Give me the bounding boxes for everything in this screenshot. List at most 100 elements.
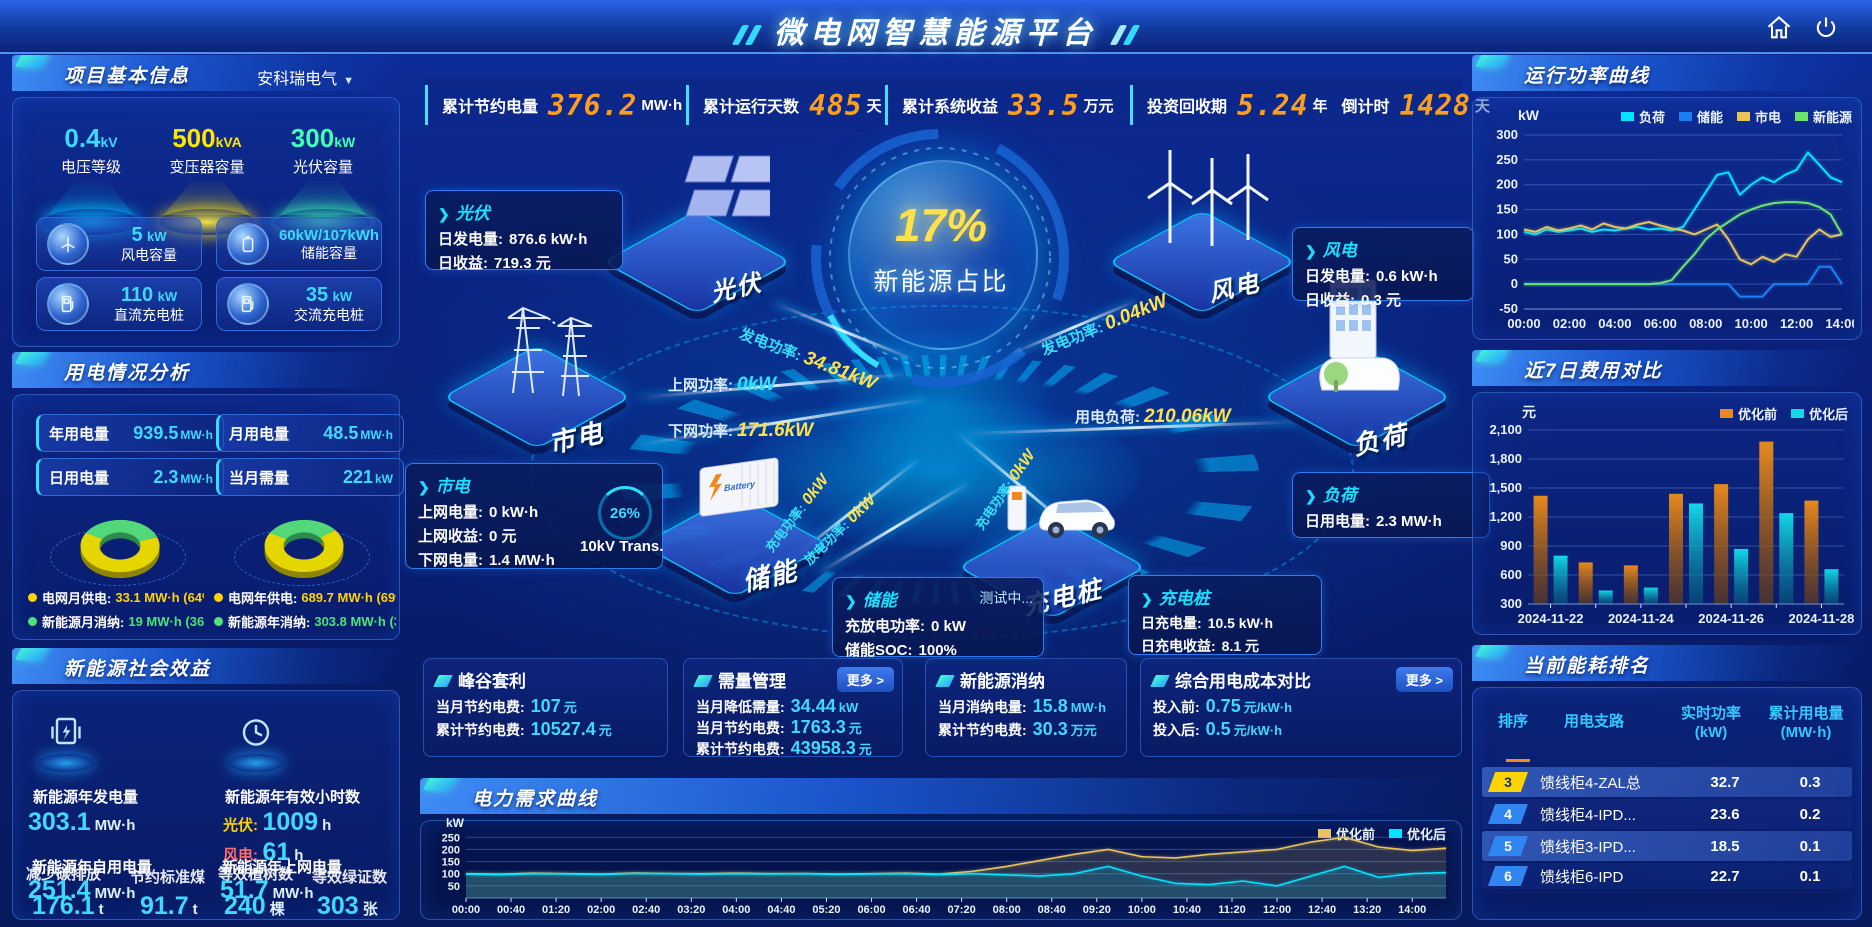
svg-text:12:00: 12:00 <box>1780 316 1813 331</box>
svg-text:2024-11-26: 2024-11-26 <box>1698 611 1764 626</box>
chevrons-icon: ❯ <box>845 593 857 609</box>
power-tower-icon <box>507 306 593 397</box>
panel-usage-analysis: 用电情况分析 年用电量 939.5 MW·h 月用电量 48.5 MW·h 日用电量 2.… <box>12 352 404 640</box>
chevrons-icon: ❯ <box>418 479 430 495</box>
storage-capacity-chip: 60kW/107kWh 储能容量 <box>216 217 382 271</box>
light-cone <box>164 181 250 215</box>
legend-swatch-after <box>1790 409 1804 418</box>
chevrons-icon: ❯ <box>1305 488 1317 504</box>
svg-text:02:40: 02:40 <box>632 904 660 916</box>
rank-badge: 5 <box>1488 836 1528 856</box>
panel-energy-ranking: 当前能耗排名 排序 用电支路 实时功率 (kW) 累计用电量 (MW·h) 3 馈线… <box>1472 645 1862 920</box>
panel-social-benefit: 新能源社会效益 新能源年发电量 303.1 MW·h 新能源年有效小时数 光伏: … <box>12 648 400 920</box>
card-cost-compare: 综合用电成本对比 更多 > 投入前: 0.75 元/kW·h 投入后: 0.5 元/kW… <box>1140 658 1462 757</box>
co2-value: 176.1 t <box>32 892 104 920</box>
svg-text:600: 600 <box>1500 567 1522 582</box>
svg-text:100: 100 <box>442 869 460 881</box>
legend-dot <box>28 593 37 602</box>
cost-legend: 优化前 优化后 <box>1706 404 1848 423</box>
svg-text:08:00: 08:00 <box>993 904 1021 916</box>
col-branch: 用电支路 <box>1564 713 1625 730</box>
panel-run-power-body <box>1472 97 1862 340</box>
rank-badge: 6 <box>1488 866 1528 886</box>
demand-y-unit: kW <box>446 816 464 830</box>
svg-text:1,200: 1,200 <box>1489 509 1522 524</box>
run-power-chart: -50 0 50 100 150 200 250 300 00:00 02:00 04:00 06:0… <box>1496 127 1854 331</box>
company-selector[interactable]: 安科瑞电气 ▼ <box>257 71 354 88</box>
year-usage-stat: 年用电量 939.5 MW·h <box>36 414 224 452</box>
card-corner-icon <box>1150 675 1170 687</box>
svg-text:100: 100 <box>1496 226 1518 241</box>
col-power: 实时功率 (kW) <box>1680 705 1741 741</box>
chevrons-icon: ❯ <box>1141 591 1153 607</box>
rank-row-3[interactable]: 3 馈线柜4-ZAL总 32.7 0.3 <box>1482 767 1852 797</box>
panel-social-header: 新能源社会效益 <box>12 648 400 684</box>
svg-text:300: 300 <box>1496 127 1518 142</box>
export-label: 新能源年上网电量 <box>222 859 343 876</box>
svg-text:2024-11-24: 2024-11-24 <box>1608 611 1675 626</box>
card-corner-icon <box>693 675 713 687</box>
flow-load-power: 用电负荷: 210.06kW <box>1075 406 1231 427</box>
generation-icon <box>34 712 98 772</box>
wind-turbines-icon <box>1147 150 1269 246</box>
svg-text:300: 300 <box>1500 596 1522 611</box>
svg-text:Battery: Battery <box>724 479 756 493</box>
card-corner-icon <box>935 675 955 687</box>
svg-text:04:40: 04:40 <box>767 904 795 916</box>
svg-text:05:20: 05:20 <box>812 904 840 916</box>
day-usage-stat: 日用电量 2.3 MW·h <box>36 458 224 496</box>
wind-capacity-chip: 5 kW 风电容量 <box>36 217 202 271</box>
certs-label: 等效绿证数 <box>312 869 388 886</box>
pv-info-box: ❯ 光伏 日发电量: 876.6 kW·h 日收益: 719.3 元 <box>425 190 623 272</box>
svg-text:2024-11-28: 2024-11-28 <box>1789 611 1854 626</box>
svg-text:10:40: 10:40 <box>1173 904 1201 916</box>
yearly-energy-donut-chart <box>264 519 344 579</box>
legend-swatch-storage <box>1678 112 1692 121</box>
rank-row-4[interactable]: 4 馈线柜4-IPD... 23.6 0.2 <box>1482 799 1852 829</box>
chevrons-icon: ❯ <box>438 206 450 222</box>
kpi-saved-energy: 累计节约电量 376.2 MW·h <box>425 85 686 125</box>
renewable-percent: 17% <box>894 199 988 251</box>
wind-hours-value: 风电: 61 h <box>223 838 304 866</box>
power-icon[interactable] <box>1812 14 1840 42</box>
wind-turbine-icon <box>47 223 89 265</box>
svg-text:14:00: 14:00 <box>1825 316 1854 331</box>
gen-year-value: 303.1 MW·h <box>28 808 136 836</box>
legend-dot <box>214 593 223 602</box>
cost-compare-chart: 300 600 900 1,200 1,500 1,800 2,100 2024-11-22 2… <box>1489 424 1854 626</box>
panel-cost-compare: 近7日费用对比 元 优化前 优化后 300 600 900 1,200 1,500 1,8… <box>1472 350 1862 635</box>
svg-text:13:20: 13:20 <box>1353 904 1381 916</box>
svg-text:150: 150 <box>1496 202 1518 217</box>
legend-grid-month: 电网月供电:33.1 MW·h (64%) <box>28 588 204 607</box>
rank-row-6[interactable]: 6 馈线柜6-IPD 22.7 0.1 <box>1482 863 1852 889</box>
panel-demand-curve: 电力需求曲线 kW 优化前 优化后 50 100 150 200 250 00:00 00:… <box>420 778 1462 920</box>
demand-more-button[interactable]: 更多 > <box>836 667 894 692</box>
rank-scroll-marker <box>1506 759 1530 762</box>
card-corner-icon <box>433 675 453 687</box>
svg-text:06:00: 06:00 <box>857 904 885 916</box>
legend-swatch-grid <box>1736 112 1750 121</box>
rank-badge: 3 <box>1488 772 1528 792</box>
svg-text:150: 150 <box>442 857 460 869</box>
svg-text:1,800: 1,800 <box>1489 451 1522 466</box>
home-icon[interactable] <box>1765 14 1793 42</box>
panel-run-power: 运行功率曲线 kW 负荷 储能 市电 新能源 -50 0 50 100 150 200 25… <box>1472 55 1862 340</box>
legend-swatch-before <box>1719 409 1733 418</box>
month-usage-stat: 月用电量 48.5 MW·h <box>216 414 404 452</box>
center-sphere <box>848 160 1038 350</box>
svg-text:200: 200 <box>1496 177 1518 192</box>
panel-social-body <box>12 690 400 920</box>
svg-text:250: 250 <box>442 832 460 844</box>
panel-title: 运行功率曲线 <box>1524 66 1651 87</box>
rank-row-5[interactable]: 5 馈线柜3-IPD... 18.5 0.1 <box>1482 831 1852 861</box>
light-cone <box>280 181 366 215</box>
cost-more-button[interactable]: 更多 > <box>1395 667 1453 692</box>
card-demand-mgmt: 需量管理 更多 > 当月降低需量: 34.44 kW 当月节约电费: 1763.3 元 … <box>683 658 903 758</box>
svg-text:0: 0 <box>1511 276 1518 291</box>
legend-swatch-load <box>1620 112 1634 121</box>
top-header: 微电网智慧能源平台 <box>0 0 1872 54</box>
svg-text:10:00: 10:00 <box>1735 316 1768 331</box>
svg-text:14:00: 14:00 <box>1398 904 1426 916</box>
trees-value: 240 棵 <box>224 892 285 920</box>
